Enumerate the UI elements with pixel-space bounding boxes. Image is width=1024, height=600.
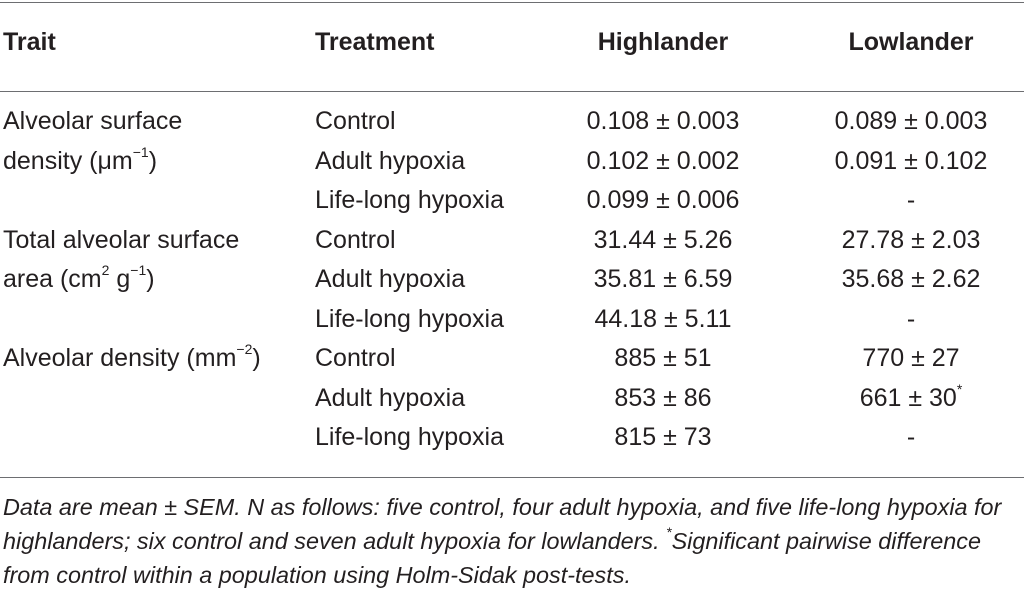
cell-treatment: Life-long hypoxia	[315, 186, 505, 214]
cell-treatment: Adult hypoxia	[315, 384, 466, 412]
cell-treatment: Adult hypoxia	[315, 265, 466, 293]
cell-highlander: 885 ± 51	[614, 344, 712, 372]
cell-highlander: 35.81 ± 6.59	[593, 265, 733, 293]
trait-label-cont: area (cm2 g−1)	[3, 261, 155, 293]
trait-label: Alveolar density (mm−2)	[3, 340, 261, 372]
header-trait: Trait	[3, 28, 56, 56]
cell-lowlander: 35.68 ± 2.62	[841, 265, 981, 293]
cell-treatment: Life-long hypoxia	[315, 305, 505, 333]
cell-treatment: Control	[315, 107, 396, 135]
header-treatment: Treatment	[315, 28, 435, 56]
trait-label: Alveolar surface	[3, 107, 183, 135]
cell-highlander: 31.44 ± 5.26	[593, 226, 733, 254]
table-footnote: Data are mean ± SEM. N as follows: five …	[3, 494, 1002, 588]
cell-lowlander: 661 ± 30*	[859, 380, 963, 412]
cell-highlander: 0.102 ± 0.002	[586, 147, 740, 175]
cell-highlander: 853 ± 86	[614, 384, 712, 412]
cell-treatment: Control	[315, 226, 396, 254]
header-highlander: Highlander	[597, 28, 729, 56]
cell-lowlander: 0.089 ± 0.003	[834, 107, 988, 135]
cell-lowlander: 0.091 ± 0.102	[834, 147, 988, 175]
table-top-rule	[0, 2, 1024, 3]
cell-treatment: Life-long hypoxia	[315, 423, 505, 451]
cell-lowlander: -	[906, 186, 916, 214]
trait-label-cont: density (μm−1)	[3, 143, 158, 175]
cell-highlander: 815 ± 73	[614, 423, 712, 451]
cell-treatment: Adult hypoxia	[315, 147, 466, 175]
significance-marker: *	[956, 380, 963, 397]
cell-lowlander: 770 ± 27	[862, 344, 960, 372]
trait-label: Total alveolar surface	[3, 226, 240, 254]
table-bottom-rule	[0, 477, 1024, 478]
cell-lowlander: 27.78 ± 2.03	[841, 226, 981, 254]
header-rule	[0, 91, 1024, 92]
header-lowlander: Lowlander	[848, 28, 974, 56]
cell-highlander: 44.18 ± 5.11	[594, 305, 732, 333]
cell-lowlander: -	[906, 423, 916, 451]
cell-lowlander: -	[906, 305, 916, 333]
cell-highlander: 0.099 ± 0.006	[586, 186, 740, 214]
cell-highlander: 0.108 ± 0.003	[586, 107, 740, 135]
cell-treatment: Control	[315, 344, 396, 372]
